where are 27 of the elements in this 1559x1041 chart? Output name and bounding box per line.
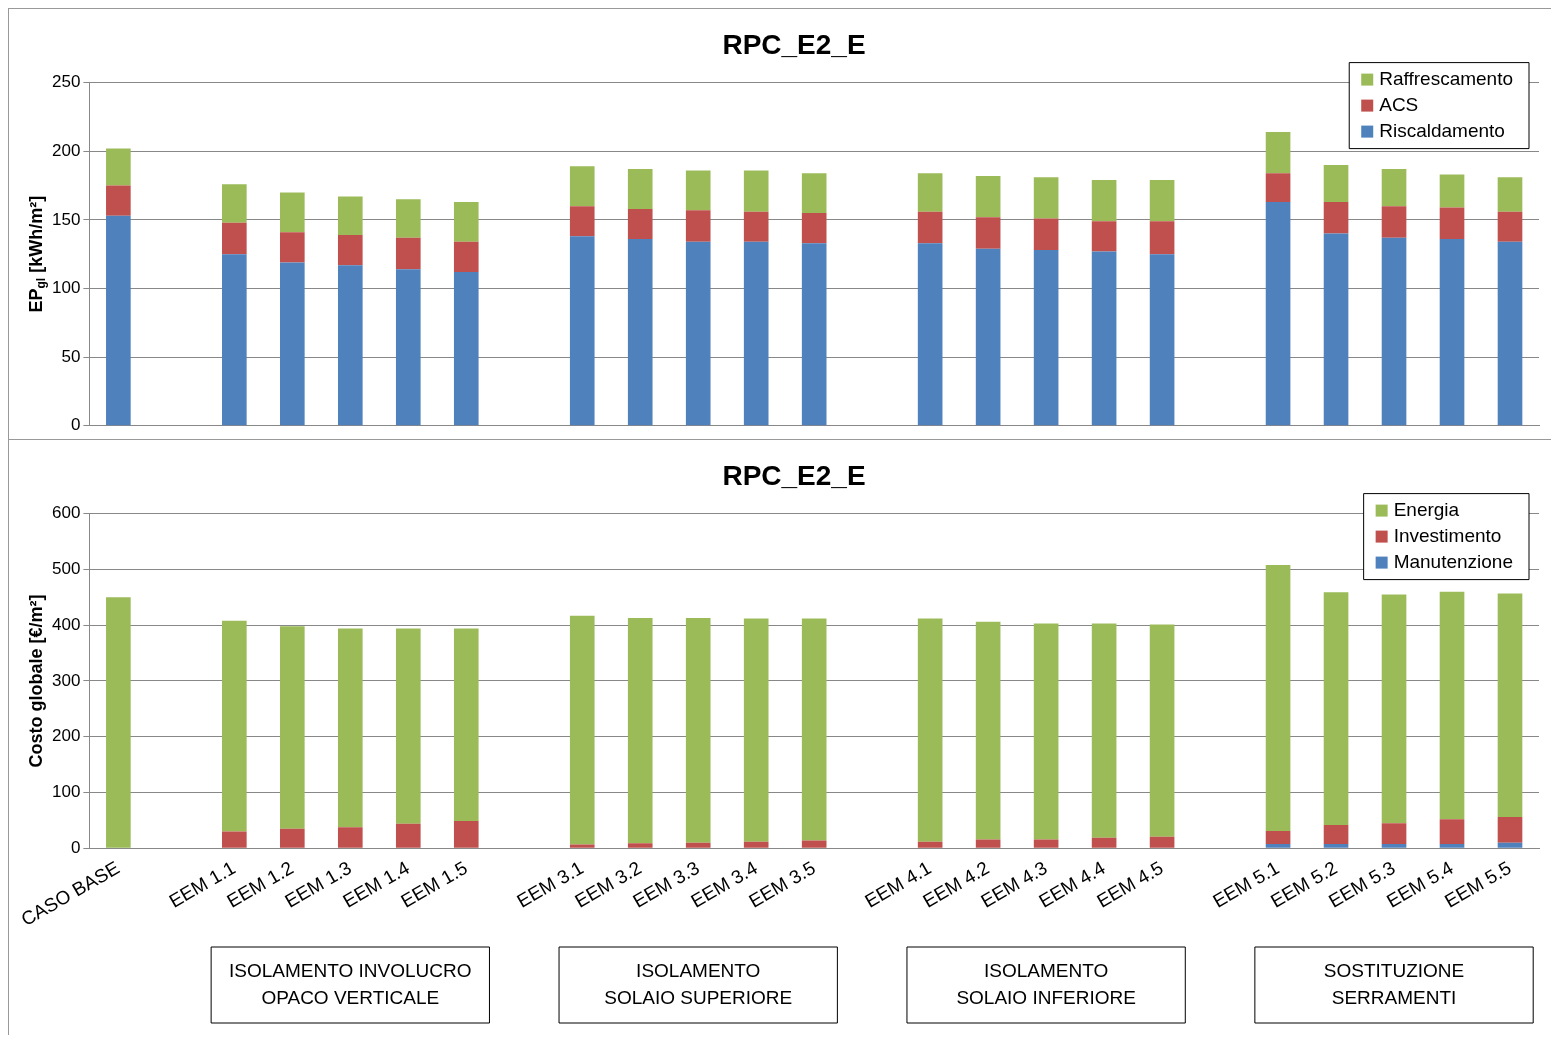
y-axis-title: EPgl [kWh/m²] [25, 195, 49, 313]
y-tick-label: 400 [51, 614, 81, 634]
text: ISOLAMENTO SOLAIO INFERIORE [956, 959, 1136, 1008]
chart-title: RPC_E2_E [722, 459, 866, 491]
y-axis-title: Costo globale [€/m²] [25, 594, 46, 768]
y-tick-label: 0 [70, 415, 81, 435]
text: SOSTITUZIONE SERRAMENTI [1323, 959, 1465, 1008]
y-tick-label: 200 [51, 726, 81, 746]
legend-label: ACS [1379, 93, 1419, 115]
text: ISOLAMENTO SOLAIO SUPERIORE [604, 959, 793, 1008]
y-tick-label: 100 [51, 782, 81, 802]
y-tick-label: 0 [70, 838, 81, 858]
y-tick-label: 600 [51, 503, 81, 523]
chart-title: RPC_E2_E [722, 28, 866, 60]
legend-label: Raffrescamento [1379, 67, 1514, 89]
y-tick-label: 100 [51, 278, 81, 298]
text: ISOLAMENTO INVOLUCRO OPACO VERTICALE [229, 959, 472, 1008]
legend-label: Manutenzione [1393, 550, 1514, 572]
y-tick-label: 150 [51, 209, 81, 229]
y-tick-label: 50 [61, 346, 81, 366]
y-tick-label: 200 [51, 140, 81, 160]
legend-label: Investimento [1393, 524, 1502, 546]
y-tick-label: 300 [51, 670, 81, 690]
legend-label: Riscaldamento [1379, 119, 1505, 141]
y-tick-label: 500 [51, 559, 81, 579]
y-tick-label: 250 [51, 72, 81, 92]
legend-label: Energia [1393, 498, 1460, 520]
